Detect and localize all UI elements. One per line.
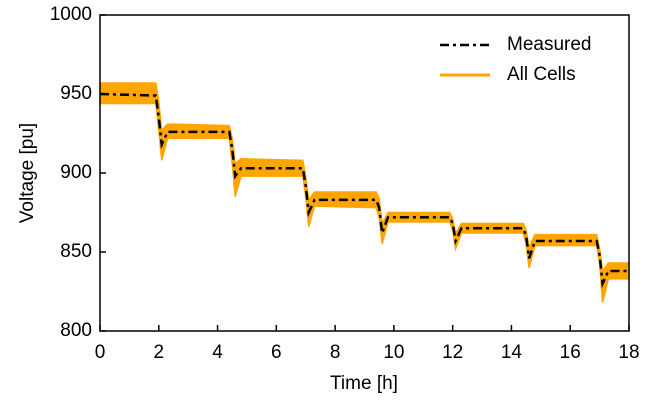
x-tick-label: 4 bbox=[212, 342, 223, 363]
y-tick-label: 900 bbox=[60, 162, 92, 183]
x-tick-label: 10 bbox=[383, 342, 404, 363]
x-axis-label: Time [h] bbox=[330, 373, 398, 394]
band bbox=[99, 82, 630, 303]
y-tick-label: 800 bbox=[60, 320, 92, 341]
x-tick-label: 8 bbox=[330, 342, 341, 363]
x-tick-label: 2 bbox=[153, 342, 164, 363]
x-tick-label: 16 bbox=[560, 342, 581, 363]
legend-label: All Cells bbox=[507, 64, 576, 85]
x-tick-label: 18 bbox=[618, 342, 639, 363]
line bbox=[99, 92, 629, 289]
legend-label: Measured bbox=[507, 34, 592, 55]
plot-frame bbox=[99, 14, 630, 332]
x-tick-label: 14 bbox=[501, 342, 523, 363]
y-tick-label: 850 bbox=[60, 241, 92, 262]
x-tick-label: 6 bbox=[271, 342, 282, 363]
y-axis-label: Voltage [pu] bbox=[17, 123, 38, 223]
y-tick-label: 950 bbox=[60, 83, 92, 104]
x-tick-label: 12 bbox=[442, 342, 463, 363]
x-tick-label: 0 bbox=[95, 342, 106, 363]
y-tick-label: 1000 bbox=[50, 4, 92, 25]
